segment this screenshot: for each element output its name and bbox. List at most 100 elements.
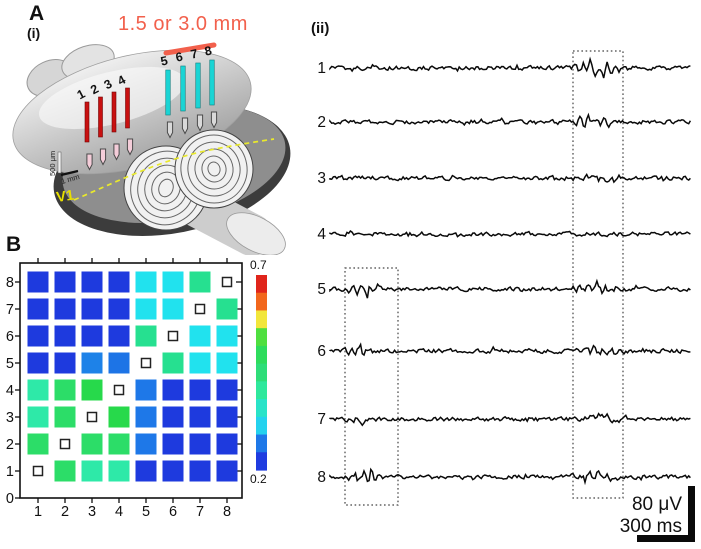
heatmap-cell (216, 460, 238, 482)
colorbar-min-label: 0.2 (250, 472, 267, 486)
y-axis-tick-label: 1 (6, 464, 14, 480)
heatmap-cell (162, 298, 184, 320)
electrode-number: 8 (203, 44, 213, 59)
panel-a-label: A (29, 2, 45, 25)
trace-number-label: 2 (317, 114, 326, 131)
heatmap-cell (162, 433, 184, 455)
brain-illustration: 500 μm 1 mm V1 1 2 3 45 6 7 8 (12, 42, 291, 255)
heatmap-cell (162, 460, 184, 482)
heatmap-cell (135, 460, 157, 482)
heatmap-cell (81, 325, 103, 347)
panel-i-label: (i) (27, 25, 41, 41)
depth-scale-bar (57, 151, 62, 174)
x-axis-tick-label: 1 (34, 504, 42, 520)
colorbar-band (256, 275, 267, 294)
cyan-electrode (165, 69, 171, 116)
y-axis-tick-label: 3 (6, 410, 14, 426)
heatmap-cell (54, 271, 76, 293)
heatmap-cell (162, 271, 184, 293)
colorbar-band (256, 434, 267, 453)
colorbar-max-label: 0.7 (250, 258, 267, 272)
heatmap-cell (27, 433, 49, 455)
trace-number-label: 5 (317, 281, 326, 298)
electrode-pin (126, 138, 134, 156)
lfp-trace (329, 173, 691, 184)
dashed-selection-box-left (344, 267, 399, 506)
heatmap-cell (216, 433, 238, 455)
heatmap-cell (216, 379, 238, 401)
y-axis-tick-label: 8 (6, 275, 14, 291)
heatmap-cell (27, 325, 49, 347)
electrode-pin (166, 121, 174, 139)
heatmap-cell (81, 352, 103, 374)
depth-scale-label: 500 μm (48, 151, 57, 176)
heatmap-cell (27, 379, 49, 401)
colorbar-band (256, 328, 267, 347)
trace-number-label: 8 (317, 469, 326, 486)
heatmap-cell (81, 433, 103, 455)
heatmap-cell (135, 433, 157, 455)
cyan-electrode (180, 65, 186, 112)
heatmap-cell (135, 379, 157, 401)
y-axis-tick-label: 4 (6, 383, 14, 399)
heatmap-cell (135, 298, 157, 320)
panel-ii-label: (ii) (311, 20, 330, 37)
heatmap-cell (216, 298, 238, 320)
heatmap-cell (189, 406, 211, 428)
y-axis-tick-label: 2 (6, 437, 14, 453)
heatmap-cell (216, 325, 238, 347)
heatmap-cell (81, 460, 103, 482)
lfp-trace (329, 112, 692, 129)
heatmap-cell (108, 460, 130, 482)
heatmap-diagonal-marker (221, 276, 233, 288)
heatmap-cell (27, 352, 49, 374)
heatmap-cell (135, 406, 157, 428)
heatmap-diagonal-marker (167, 330, 179, 342)
electrode-pin (99, 148, 107, 166)
correlation-heatmap: 1 2 3 4 5 6 7 8 8 7 6 5 4 3 2 1 0 0.7 0.2 (6, 258, 267, 520)
distance-annotation-line (163, 42, 217, 56)
x-axis-tick-label: 5 (142, 504, 150, 520)
electrode-number: 7 (189, 47, 199, 62)
cyan-electrode (209, 59, 215, 106)
electrode-pin (181, 117, 189, 135)
heatmap-cell (81, 298, 103, 320)
electrode-pin (210, 111, 218, 129)
colorbar-band (256, 363, 267, 382)
lfp-trace (329, 56, 691, 79)
heatmap-cell (54, 325, 76, 347)
electrode-array: 1 2 3 45 6 7 8 (75, 44, 218, 171)
heatmap-cell (108, 406, 130, 428)
heatmap-cell (162, 379, 184, 401)
heatmap-cell (108, 271, 130, 293)
heatmap-cell (54, 298, 76, 320)
cyan-electrode (195, 62, 201, 109)
trace-number-label: 4 (317, 226, 326, 243)
y-axis-tick-label: 0 (6, 491, 14, 507)
heatmap-cell (162, 352, 184, 374)
panel-b-label: B (6, 233, 22, 256)
lfp-trace (329, 342, 691, 357)
dashed-selection-box-right (572, 50, 624, 499)
heatmap-cell (27, 298, 49, 320)
heatmap-diagonal-marker (86, 411, 98, 423)
lfp-trace (329, 229, 691, 238)
colorbar-band (256, 399, 267, 418)
colorbar-band (256, 310, 267, 329)
red-electrode (98, 96, 103, 138)
width-scale-bar (60, 169, 79, 177)
trace-number-label: 6 (317, 343, 326, 360)
heatmap-cell (54, 460, 76, 482)
colorbar-band (256, 416, 267, 436)
red-electrode (84, 101, 90, 143)
y-axis-tick-label: 6 (6, 329, 14, 345)
colorbar-band (256, 452, 267, 471)
trace-number-label: 1 (317, 60, 326, 77)
lfp-trace (329, 467, 691, 486)
heatmap-cell (108, 433, 130, 455)
voltage-scale-label: 80 μV (632, 494, 682, 515)
electrode-pin (86, 153, 93, 171)
y-axis-tick-label: 7 (6, 302, 14, 318)
heatmap-cell (108, 325, 130, 347)
red-electrode (111, 91, 117, 133)
